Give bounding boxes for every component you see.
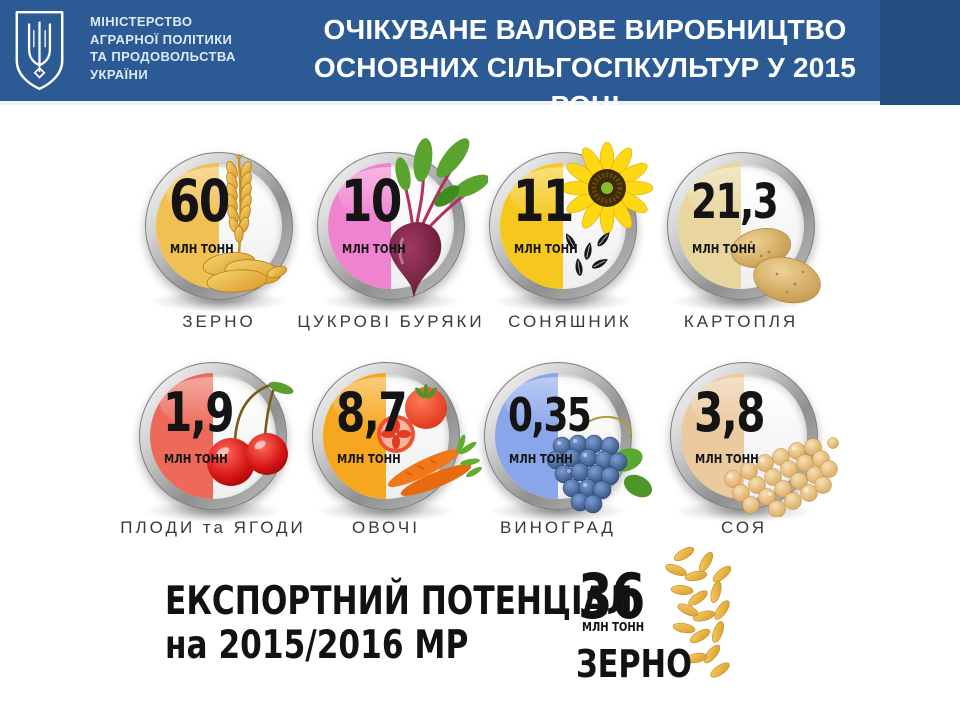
grapes-icon: [546, 416, 653, 514]
badge-label-sugar-beet: ЦУКРОВІ БУРЯКИ: [297, 312, 485, 331]
badge-label-soybeans: СОЯ: [720, 518, 768, 537]
header-underline: [0, 101, 880, 105]
cherries-icon: [207, 381, 294, 486]
ministry-line: УКРАЇНИ: [90, 66, 149, 82]
badge-unit: МЛН ТОНН: [509, 451, 573, 466]
potato-icon: [731, 228, 821, 304]
badge-value: 1,9: [163, 381, 234, 444]
badge-unit: МЛН ТОНН: [692, 241, 756, 256]
badge-color-half: [495, 373, 558, 499]
export-unit: МЛН ТОНН: [582, 619, 645, 634]
badge-label-vegetables: ОВОЧІ: [352, 518, 420, 537]
vegetables-icon: [377, 384, 482, 496]
badge-color-half: [500, 163, 563, 289]
badge-sugar-beet: 10 МЛН ТОНН: [317, 138, 488, 312]
badge-color-half: [328, 163, 391, 289]
export-title-text: ЕКСПОРТНИЙ ПОТЕНЦІАЛ: [165, 579, 633, 624]
badge-ring: [139, 362, 287, 510]
export-value: 36: [578, 560, 645, 633]
badge-drop-shadow: [321, 290, 461, 312]
badge-value: 11: [513, 167, 574, 235]
badge-unit: МЛН ТОНН: [170, 241, 234, 256]
badge-unit: МЛН ТОНН: [342, 241, 406, 256]
badge-color-half: [678, 163, 741, 289]
badge-unit: МЛН ТОНН: [695, 451, 759, 466]
ministry-name: МІНІСТЕРСТВО АГРАРНОЇ ПОЛІТИКИ ТА ПРОДОВ…: [90, 13, 236, 83]
badge-fruits-berries: 1,9 МЛН ТОНН: [139, 362, 294, 522]
badge-value: 10: [341, 167, 402, 235]
badge-drop-shadow: [493, 290, 633, 312]
badge-label-fruits-berries: ПЛОДИ та ЯГОДИ: [120, 518, 306, 537]
badge-unit: МЛН ТОНН: [164, 451, 228, 466]
export-title-line-2: на 2015/2016 МР: [165, 624, 544, 668]
header-bar: [0, 0, 960, 101]
export-subtitle-text: на 2015/2016 МР: [165, 623, 469, 668]
badge-grain: 60 МЛН ТОНН: [145, 152, 293, 312]
badge-label-potato: КАРТОПЛЯ: [683, 312, 799, 331]
wheat-icon: [203, 154, 287, 293]
badge-label-sunflower: СОНЯШНИК: [508, 312, 632, 331]
badge-label-grapes: ВИНОГРАД: [500, 518, 616, 537]
badge-unit: МЛН ТОНН: [337, 451, 401, 466]
badge-color-half: [150, 373, 213, 499]
badge-grapes: 0,35 МЛН ТОНН: [484, 362, 653, 522]
badge-soybeans: 3,8 МЛН ТОНН: [670, 362, 839, 522]
badge-value: 3,8: [694, 381, 765, 444]
ministry-line: МІНІСТЕРСТВО: [90, 14, 193, 29]
ministry-line: ТА ПРОДОВОЛЬСТВА: [90, 49, 236, 64]
header-bar-right-accent: [880, 0, 960, 105]
badge-drop-shadow: [149, 290, 289, 312]
badge-label-grain: ЗЕРНО: [182, 312, 256, 331]
page-title: ОЧІКУВАНЕ ВАЛОВЕ ВИРОБНИЦТВО ОСНОВНИХ СІ…: [292, 11, 878, 125]
sugar-beet-icon: [389, 138, 488, 298]
grain-pile-icon: [665, 546, 732, 678]
title-line-2: ОСНОВНИХ СІЛЬГОСПКУЛЬТУР У 2015 РОЦІ: [313, 52, 857, 121]
badge-drop-shadow: [316, 500, 456, 522]
badge-drop-shadow: [143, 500, 283, 522]
soybeans-icon: [724, 437, 839, 517]
badge-color-half: [323, 373, 386, 499]
badge-unit: МЛН ТОНН: [514, 241, 578, 256]
badge-ring: [489, 152, 637, 300]
ministry-line: АГРАРНОЇ ПОЛІТИКИ: [90, 31, 233, 47]
badge-value: 60: [169, 167, 230, 235]
export-label-grain: ЗЕРНО: [576, 642, 692, 686]
badge-value: 8,7: [336, 381, 407, 444]
title-line-1: ОЧІКУВАНЕ ВАЛОВЕ ВИРОБНИЦТВО: [323, 14, 847, 45]
sunflower-icon: [560, 141, 654, 276]
badge-value: 21,3: [691, 174, 779, 230]
badge-potato: 21,3 МЛН ТОНН: [667, 152, 821, 312]
trident-logo-icon: [15, 10, 64, 91]
badge-value: 0,35: [508, 388, 592, 442]
badge-sunflower: 11 МЛН ТОНН: [489, 141, 654, 312]
export-title-line-1: ЕКСПОРТНИЙ ПОТЕНЦІАЛ: [165, 580, 750, 624]
badge-vegetables: 8,7 МЛН ТОНН: [312, 362, 482, 522]
